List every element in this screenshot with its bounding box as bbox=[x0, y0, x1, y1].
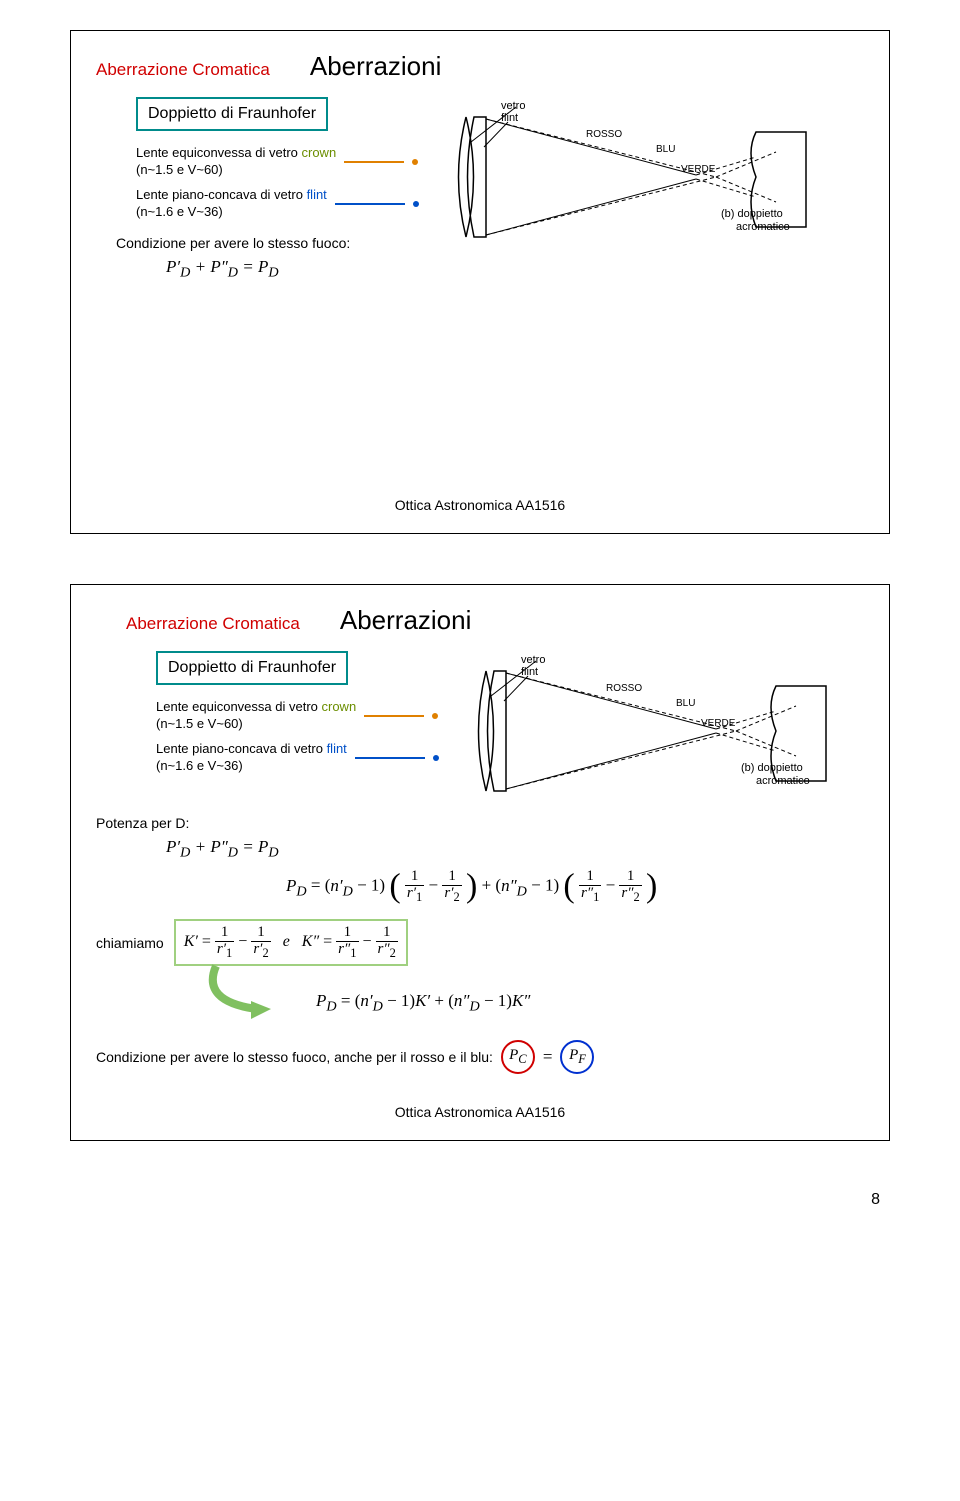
label-rosso: ROSSO bbox=[586, 129, 622, 140]
lens-flint-text: Lente piano-concava di vetro flint (n~1.… bbox=[136, 187, 327, 221]
svg-text:VERDE: VERDE bbox=[701, 718, 736, 729]
label-vetro: vetro bbox=[501, 100, 525, 112]
chiamiamo-label: chiamiamo bbox=[96, 935, 164, 951]
content-row: Doppietto di Fraunhofer Lente equiconves… bbox=[96, 651, 864, 811]
page-number: 8 bbox=[0, 1191, 880, 1209]
lens-flint-row: Lente piano-concava di vetro flint (n~1.… bbox=[136, 187, 426, 221]
svg-text:BLU: BLU bbox=[676, 698, 695, 709]
slide-header: Aberrazione Cromatica Aberrazioni bbox=[96, 51, 864, 82]
label-flint: flint bbox=[501, 112, 518, 124]
pointer-blue bbox=[335, 203, 405, 205]
lens1-params: (n~1.5 e V~60) bbox=[136, 162, 223, 177]
content-row: Doppietto di Fraunhofer Lente equiconves… bbox=[96, 97, 864, 287]
lens2-material: flint bbox=[327, 741, 347, 756]
slide-header: Aberrazione Cromatica Aberrazioni bbox=[126, 605, 864, 636]
main-title: Aberrazioni bbox=[310, 51, 442, 82]
label-verde: VERDE bbox=[681, 164, 716, 175]
pf-circle: PF bbox=[560, 1040, 594, 1074]
slide-1: Aberrazione Cromatica Aberrazioni Doppie… bbox=[70, 30, 890, 534]
lens2-material: flint bbox=[307, 187, 327, 202]
k-definitions: K′ = 1r′1 − 1r′2 e K″ = 1r″1 − 1r″2 bbox=[174, 919, 408, 966]
fraunhofer-box: Doppietto di Fraunhofer bbox=[156, 651, 348, 685]
curve-arrow-icon bbox=[196, 961, 316, 1021]
lens1-prefix: Lente equiconvessa di vetro bbox=[156, 699, 322, 714]
svg-text:ROSSO: ROSSO bbox=[606, 683, 642, 694]
pointer-blue bbox=[355, 757, 425, 759]
dot-blue bbox=[433, 755, 439, 761]
dot-orange bbox=[432, 713, 438, 719]
chiamiamo-row: chiamiamo K′ = 1r′1 − 1r′2 e K″ = 1r″1 −… bbox=[96, 919, 864, 966]
lens1-material: crown bbox=[322, 699, 357, 714]
label-blu: BLU bbox=[656, 144, 675, 155]
lens-flint-text: Lente piano-concava di vetro flint (n~1.… bbox=[156, 741, 347, 775]
lens1-prefix: Lente equiconvessa di vetro bbox=[136, 145, 302, 160]
lens2-params: (n~1.6 e V~36) bbox=[156, 758, 243, 773]
pc-circle: PC bbox=[501, 1040, 535, 1074]
svg-text:(b) doppietto: (b) doppietto bbox=[741, 762, 803, 774]
slide-2: Aberrazione Cromatica Aberrazioni Doppie… bbox=[70, 584, 890, 1142]
lens2-prefix: Lente piano-concava di vetro bbox=[136, 187, 307, 202]
lens-crown-row: Lente equiconvessa di vetro crown (n~1.5… bbox=[156, 699, 446, 733]
lens2-params: (n~1.6 e V~36) bbox=[136, 204, 223, 219]
final-condition-text: Condizione per avere lo stesso fuoco, an… bbox=[96, 1049, 493, 1065]
subtitle: Aberrazione Cromatica bbox=[126, 614, 300, 634]
subtitle: Aberrazione Cromatica bbox=[96, 60, 270, 80]
lens2-prefix: Lente piano-concava di vetro bbox=[156, 741, 327, 756]
formula-pd-expanded: PD = (n′D − 1) ( 1r′1 − 1r′2 ) + (n″D − … bbox=[286, 869, 864, 904]
lens1-params: (n~1.5 e V~60) bbox=[156, 716, 243, 731]
label-b2: acromatico bbox=[736, 221, 790, 233]
achromatic-diagram: vetro flint ROSSO BLU VERDE (b) doppiett… bbox=[466, 651, 846, 811]
lens-crown-row: Lente equiconvessa di vetro crown (n~1.5… bbox=[136, 145, 426, 179]
lens1-material: crown bbox=[302, 145, 337, 160]
dot-orange bbox=[412, 159, 418, 165]
slide-footer: Ottica Astronomica AA1516 bbox=[96, 497, 864, 513]
left-column: Doppietto di Fraunhofer Lente equiconves… bbox=[136, 97, 426, 287]
dot-blue bbox=[413, 201, 419, 207]
final-condition-row: Condizione per avere lo stesso fuoco, an… bbox=[96, 1040, 864, 1074]
formula-pd-sum: P′D + P″D = PD bbox=[166, 837, 864, 861]
achromatic-diagram: vetro flint ROSSO BLU VERDE (b) doppiett… bbox=[446, 97, 826, 257]
main-title: Aberrazioni bbox=[340, 605, 472, 636]
svg-text:vetro: vetro bbox=[521, 654, 545, 666]
svg-text:flint: flint bbox=[521, 666, 538, 678]
formula-pd-k: PD = (n′D − 1)K′ + (n″D − 1)K″ bbox=[316, 991, 864, 1015]
condition-text: Condizione per avere lo stesso fuoco: bbox=[116, 235, 426, 251]
lens-crown-text: Lente equiconvessa di vetro crown (n~1.5… bbox=[156, 699, 356, 733]
lens-flint-row: Lente piano-concava di vetro flint (n~1.… bbox=[156, 741, 446, 775]
lens-crown-text: Lente equiconvessa di vetro crown (n~1.5… bbox=[136, 145, 336, 179]
left-column: Doppietto di Fraunhofer Lente equiconves… bbox=[156, 651, 446, 777]
formula-pd: P′D + P″D = PD bbox=[166, 257, 426, 281]
label-b1: (b) doppietto bbox=[721, 208, 783, 220]
pointer-orange bbox=[364, 715, 424, 717]
pointer-orange bbox=[344, 161, 404, 163]
slide-footer: Ottica Astronomica AA1516 bbox=[96, 1104, 864, 1120]
svg-text:acromatico: acromatico bbox=[756, 775, 810, 787]
potenza-label: Potenza per D: bbox=[96, 815, 864, 831]
fraunhofer-box: Doppietto di Fraunhofer bbox=[136, 97, 328, 131]
